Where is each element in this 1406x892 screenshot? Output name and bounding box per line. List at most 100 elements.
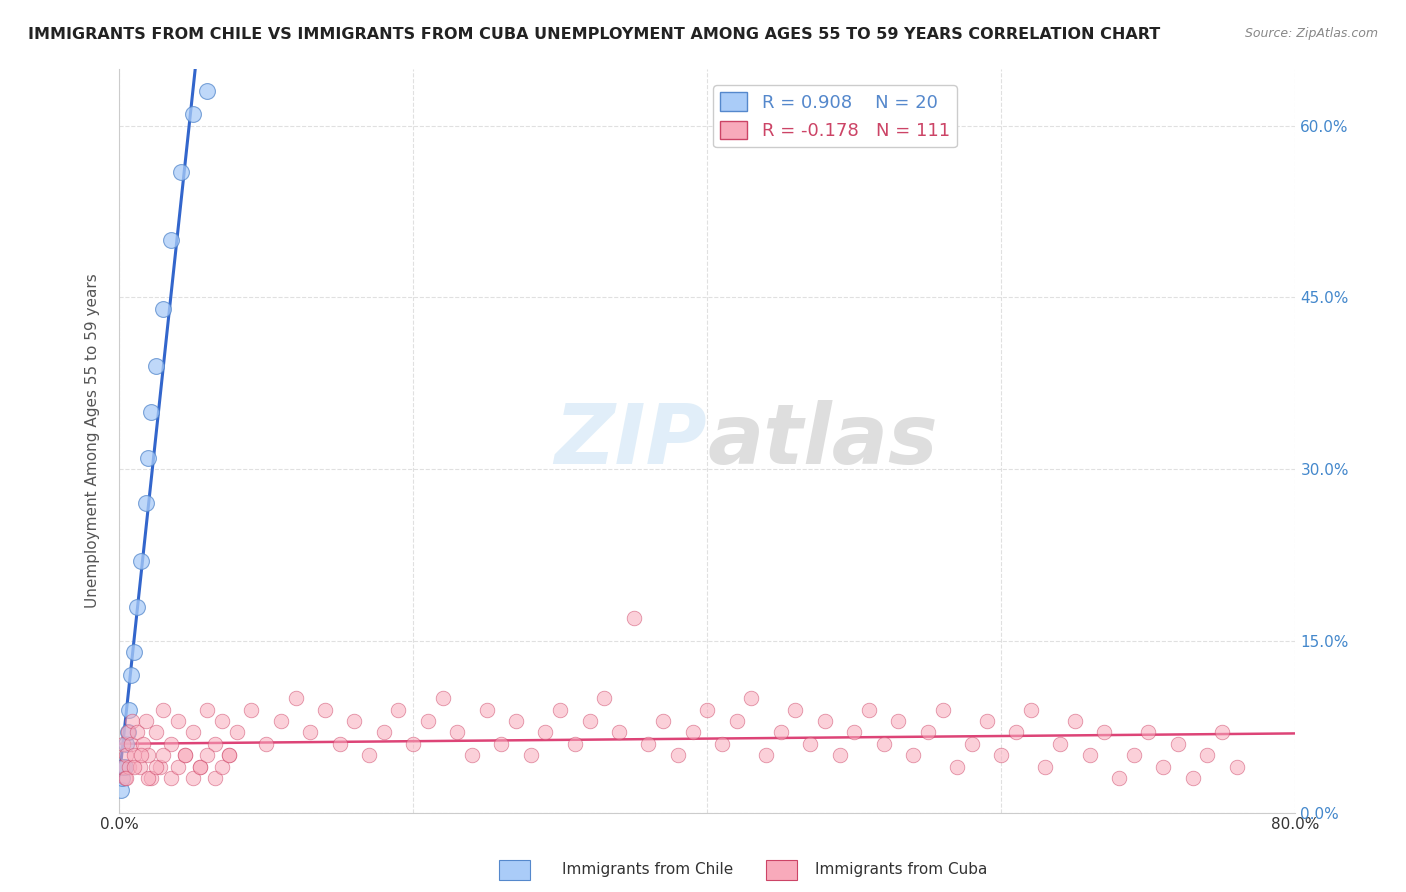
Point: [1211, 725, 1233, 739]
Point: [402, 737, 425, 751]
Point: [357, 748, 380, 763]
Point: [578, 714, 600, 728]
Point: [873, 737, 896, 751]
Point: [167, 714, 190, 728]
Point: [134, 714, 156, 728]
Point: [416, 714, 439, 728]
Point: [475, 702, 498, 716]
Point: [159, 737, 181, 751]
Point: [725, 714, 748, 728]
Point: [682, 725, 704, 739]
Point: [117, 725, 139, 739]
Point: [1181, 771, 1204, 785]
Point: [195, 748, 218, 763]
Point: [152, 301, 174, 316]
Point: [240, 702, 263, 716]
Point: [1049, 737, 1071, 751]
Point: [901, 748, 924, 763]
Point: [432, 691, 454, 706]
Point: [112, 760, 135, 774]
Point: [637, 737, 659, 751]
Point: [1167, 737, 1189, 751]
Point: [174, 748, 197, 763]
Point: [218, 748, 240, 763]
Point: [1122, 748, 1144, 763]
Point: [666, 748, 689, 763]
Text: Immigrants from Chile: Immigrants from Chile: [562, 863, 734, 877]
Point: [1197, 748, 1219, 763]
Point: [138, 748, 160, 763]
Point: [138, 450, 160, 465]
Point: [1078, 748, 1101, 763]
Point: [520, 748, 543, 763]
Point: [1152, 760, 1174, 774]
Point: [461, 748, 484, 763]
Point: [204, 737, 226, 751]
Point: [159, 233, 181, 247]
Point: [129, 748, 152, 763]
Point: [446, 725, 468, 739]
Point: [387, 702, 409, 716]
Point: [204, 771, 226, 785]
Point: [134, 496, 156, 510]
Point: [195, 84, 218, 98]
Point: [125, 725, 148, 739]
Point: [115, 771, 138, 785]
Point: [314, 702, 336, 716]
Point: [114, 760, 136, 774]
Point: [593, 691, 616, 706]
Point: [181, 725, 204, 739]
Text: Source: ZipAtlas.com: Source: ZipAtlas.com: [1244, 27, 1378, 40]
Point: [1226, 760, 1249, 774]
Point: [111, 771, 134, 785]
Point: [218, 748, 240, 763]
Point: [1019, 702, 1042, 716]
Point: [211, 760, 233, 774]
Point: [118, 702, 141, 716]
Text: IMMIGRANTS FROM CHILE VS IMMIGRANTS FROM CUBA UNEMPLOYMENT AMONG AGES 55 TO 59 Y: IMMIGRANTS FROM CHILE VS IMMIGRANTS FROM…: [28, 27, 1160, 42]
Point: [785, 702, 807, 716]
Point: [115, 737, 138, 751]
Legend: R = 0.908    N = 20, R = -0.178   N = 111: R = 0.908 N = 20, R = -0.178 N = 111: [713, 85, 957, 147]
Point: [122, 748, 145, 763]
Point: [181, 771, 204, 785]
Point: [270, 714, 292, 728]
Point: [120, 668, 142, 682]
Point: [141, 405, 163, 419]
Text: atlas: atlas: [707, 400, 938, 481]
Point: [1005, 725, 1028, 739]
Point: [170, 164, 193, 178]
Point: [122, 645, 145, 659]
Point: [652, 714, 675, 728]
Point: [254, 737, 277, 751]
Y-axis label: Unemployment Among Ages 55 to 59 years: Unemployment Among Ages 55 to 59 years: [86, 273, 100, 608]
Point: [174, 748, 197, 763]
Point: [211, 714, 233, 728]
Point: [343, 714, 366, 728]
Point: [188, 760, 211, 774]
Point: [122, 760, 145, 774]
Point: [284, 691, 307, 706]
Point: [1063, 714, 1085, 728]
Point: [117, 725, 139, 739]
Point: [115, 748, 138, 763]
Point: [976, 714, 998, 728]
Point: [960, 737, 983, 751]
Point: [152, 748, 174, 763]
Point: [112, 737, 135, 751]
Point: [740, 691, 762, 706]
Point: [491, 737, 513, 751]
Point: [141, 771, 163, 785]
Point: [121, 714, 143, 728]
Point: [118, 760, 141, 774]
Point: [128, 760, 150, 774]
Point: [814, 714, 837, 728]
Point: [225, 725, 247, 739]
Point: [623, 611, 645, 625]
Point: [696, 702, 718, 716]
Point: [195, 702, 218, 716]
Point: [299, 725, 322, 739]
Point: [548, 702, 571, 716]
Point: [131, 737, 153, 751]
Point: [111, 760, 134, 774]
